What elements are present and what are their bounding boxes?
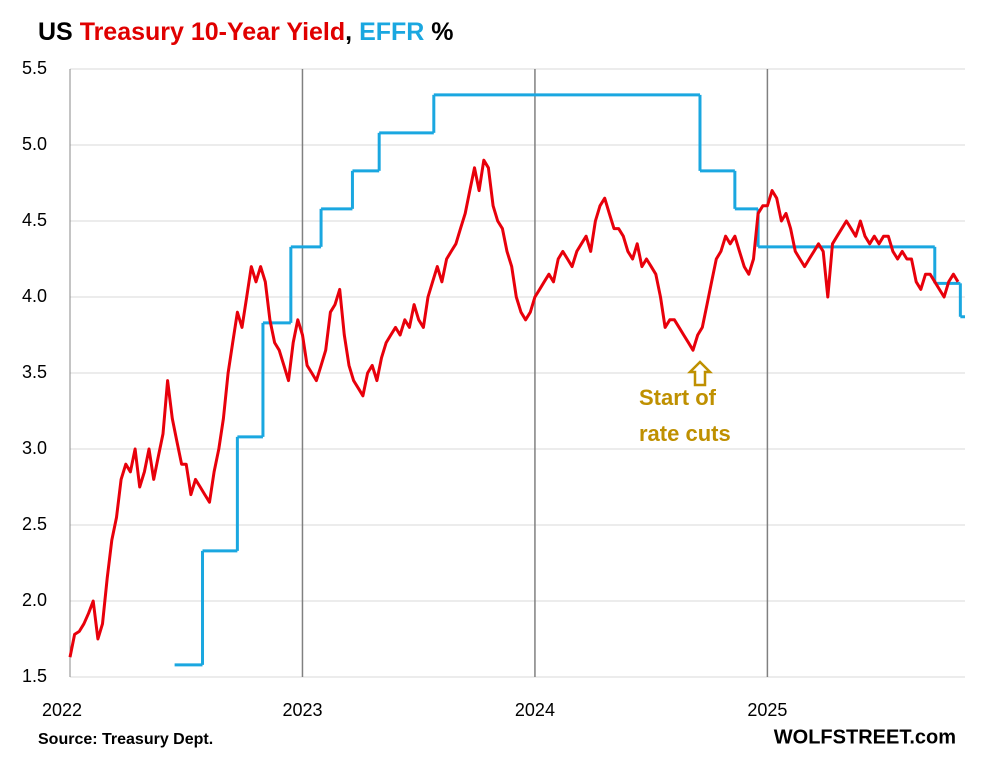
annotation-arrow [686, 360, 714, 387]
title-part: EFFR [359, 18, 424, 46]
y-tick-label: 2.0 [22, 590, 47, 610]
y-tick-label: 5.5 [22, 58, 47, 78]
chart-title: US Treasury 10-Year Yield, EFFR % [38, 18, 454, 46]
y-tick-label: 3.0 [22, 438, 47, 458]
title-part: US [38, 18, 80, 46]
y-tick-label: 4.0 [22, 286, 47, 306]
source-note: Source: Treasury Dept. [38, 731, 213, 748]
y-tick-label: 3.5 [22, 362, 47, 382]
x-tick-label: 2022 [42, 700, 82, 720]
brand: WOLFSTREET.com [774, 726, 956, 748]
title-part: Treasury 10-Year Yield [80, 18, 345, 46]
title-part: % [424, 18, 453, 46]
y-tick-label: 5.0 [22, 134, 47, 154]
x-tick-label: 2023 [282, 700, 322, 720]
title-part: , [345, 18, 359, 46]
annotation: Start of [639, 385, 717, 410]
line-series [68, 158, 960, 658]
annotation: rate cuts [639, 421, 731, 446]
y-tick-label: 2.5 [22, 514, 47, 534]
x-tick-label: 2024 [515, 700, 555, 720]
y-tick-label: 4.5 [22, 210, 47, 230]
y-tick-label: 1.5 [22, 666, 47, 686]
x-tick-label: 2025 [747, 700, 787, 720]
plot-area: 1.5 2.0 2.5 3.0 3.5 4.0 4.5 5.0 5.5 2022 2023 2024 2… [22, 58, 965, 720]
